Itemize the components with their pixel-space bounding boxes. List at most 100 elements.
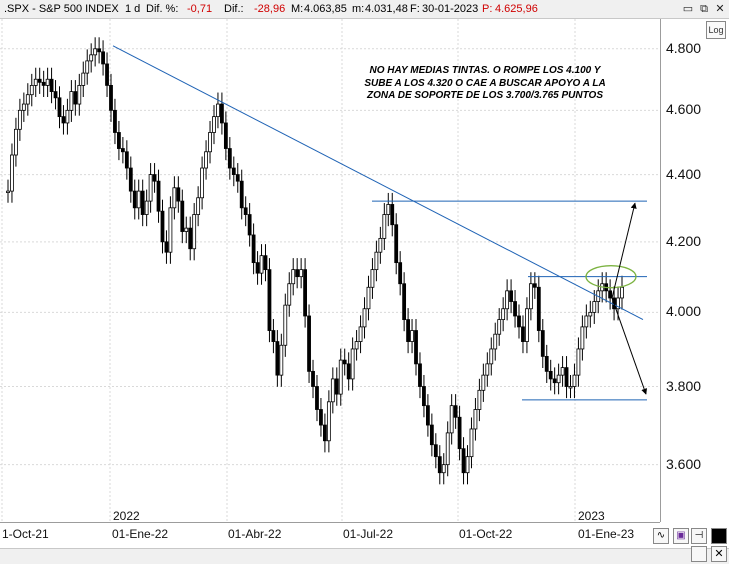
price-bar [113,109,117,133]
price-bar [128,167,133,192]
price-bar [220,103,224,124]
pin-icon[interactable]: ⊣ [691,528,707,544]
price-bar [433,444,438,458]
price-bar [6,190,10,194]
price-bar [105,63,109,86]
price-bar [477,389,482,410]
price-bar [255,262,260,274]
x-tick-label: 01-Oct-22 [459,527,513,541]
price-bar [216,103,220,118]
price-bar [315,386,319,410]
price-bar [41,81,46,86]
price-bar [243,207,248,215]
price-bar [485,363,490,376]
price-bar [572,374,577,387]
zoom-icon[interactable]: ∿ [653,528,669,544]
price-bar [172,187,177,209]
date-value: 30-01-2023 [422,3,479,15]
date-axis[interactable] [0,522,660,548]
scroll-track-icon[interactable] [691,546,707,562]
price-bar [509,290,513,302]
price-bar [251,234,256,264]
price-bar [33,78,38,86]
price-label: P: [482,3,493,15]
price-bar [330,378,335,403]
price-bar [580,326,585,350]
price-bar [140,190,145,215]
dif-pct-value: -0,71 [187,3,213,15]
price-bar [489,348,494,365]
min-label: m: [352,3,365,15]
price-bar [358,326,363,342]
price-bar [323,424,327,442]
price-bar [338,359,343,395]
max-value: 4.063,85 [304,3,347,15]
price-bar [449,405,454,434]
price-bar [350,348,355,380]
price-bar [425,405,430,426]
price-bar [342,359,347,365]
price-bar [517,315,521,328]
price-bar [326,401,331,442]
highlight-ellipse [585,265,637,289]
price-bar [295,269,300,278]
price-bar [410,330,414,342]
y-tick-label: 4.000 [666,303,702,320]
save-icon[interactable]: ▣ [673,528,689,544]
log-scale-button[interactable]: Log [706,21,726,39]
year-label: 2023 [578,509,605,523]
dif-pct-label: Dif. %: [146,3,179,15]
price-bar [144,200,149,215]
title-bar: .SPX - S&P 500 INDEX 1 d Dif. %: -0,71 D… [0,0,729,19]
price-bar [493,333,498,350]
restore-icon[interactable]: ⧉ [700,3,708,15]
scrollbar[interactable] [0,548,729,564]
price-bar [584,315,589,328]
price-bar [620,286,624,299]
price-bar [156,180,161,212]
min-value: 4.031,48 [365,3,408,15]
y-tick-label: 3.600 [666,455,702,472]
price-bar [422,386,426,407]
price-axis[interactable] [660,19,729,522]
price-bar [85,60,90,74]
price-bar [406,319,410,342]
price-bar [370,269,375,288]
price-bar [576,348,581,376]
price-bar [132,190,137,209]
price-bar [29,85,34,96]
dif-value: -28,96 [254,3,286,15]
price-bar [81,72,86,86]
price-bar [152,174,157,182]
symbol-label: .SPX - S&P 500 INDEX [4,3,119,15]
arrow-up [611,202,637,299]
x-tick-label: 1-Oct-21 [2,527,49,541]
price-bar [457,416,462,450]
price-bar [525,308,529,342]
price-bar [10,154,14,192]
price-bar [366,286,371,310]
price-bar [568,386,573,389]
year-label: 2022 [113,509,140,523]
price-bar [497,319,502,335]
price-bar [540,330,545,357]
close-icon[interactable]: ✕ [715,3,725,15]
arrow-down [611,297,648,395]
price-bar [394,224,399,264]
close-panel-icon[interactable]: ✕ [711,546,727,562]
analysis-note: NO HAY MEDIAS TINTAS. O ROMPE LOS 4.100 … [364,65,606,101]
price-value: 4.625,96 [495,3,538,15]
price-bar [223,122,228,149]
price-bar [346,363,351,380]
minimize-icon[interactable]: ▭ [682,3,694,15]
price-bar [196,197,201,215]
price-bar [49,78,54,92]
price-bar [168,207,173,253]
price-bar [299,269,304,278]
price-bar [382,214,387,239]
price-bar [564,367,569,387]
price-bar [473,409,478,430]
black-square-icon[interactable] [711,528,727,544]
price-bar [334,378,339,395]
chart-plot-area[interactable] [0,19,660,522]
